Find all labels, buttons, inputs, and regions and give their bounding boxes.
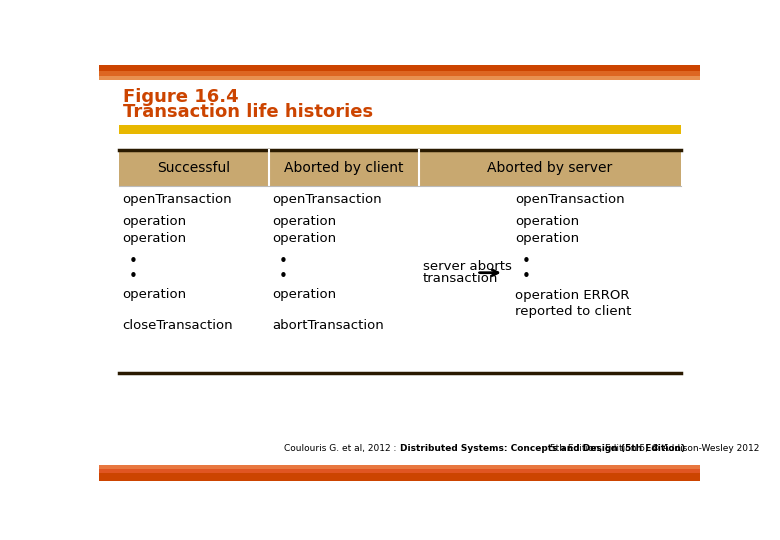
Bar	[99, 469, 700, 473]
Text: operation: operation	[122, 232, 186, 245]
Text: operation: operation	[122, 214, 186, 228]
Text: •: •	[279, 269, 288, 284]
Text: openTransaction: openTransaction	[516, 193, 625, 206]
Text: Aborted by server: Aborted by server	[488, 161, 612, 175]
Bar	[119, 125, 681, 134]
Text: Coulouris G. et al, 2012 :: Coulouris G. et al, 2012 :	[285, 444, 399, 453]
Text: operation: operation	[273, 214, 337, 228]
Text: Distributed Systems: Concepts and Design (5th Edition): Distributed Systems: Concepts and Design…	[399, 444, 685, 453]
Text: operation: operation	[516, 214, 580, 228]
Bar	[99, 71, 700, 76]
Text: abortTransaction: abortTransaction	[273, 319, 385, 332]
Bar	[99, 473, 700, 481]
Text: openTransaction: openTransaction	[122, 193, 232, 206]
Text: •: •	[521, 254, 530, 268]
Text: openTransaction: openTransaction	[273, 193, 382, 206]
Text: operation: operation	[273, 288, 337, 301]
Text: Successful: Successful	[157, 161, 230, 175]
Text: •: •	[129, 254, 137, 268]
Bar	[119, 150, 681, 186]
Bar	[99, 65, 700, 71]
Text: operation: operation	[516, 232, 580, 245]
Text: closeTransaction: closeTransaction	[122, 319, 233, 332]
Text: •: •	[129, 269, 137, 284]
Text: 5th Edition, Edition 5, © Addison-Wesley 2012: 5th Edition, Edition 5, © Addison-Wesley…	[548, 444, 760, 453]
Bar	[99, 465, 700, 469]
Text: operation: operation	[122, 288, 186, 301]
Text: •: •	[521, 269, 530, 284]
Text: •: •	[279, 254, 288, 268]
Text: Transaction life histories: Transaction life histories	[122, 103, 373, 122]
Text: Aborted by client: Aborted by client	[284, 161, 403, 175]
Text: operation: operation	[273, 232, 337, 245]
Text: operation ERROR
reported to client: operation ERROR reported to client	[516, 289, 632, 318]
Bar	[99, 76, 700, 80]
Text: server aborts: server aborts	[423, 260, 512, 273]
Text: transaction: transaction	[423, 272, 498, 285]
Text: Figure 16.4: Figure 16.4	[122, 88, 238, 106]
